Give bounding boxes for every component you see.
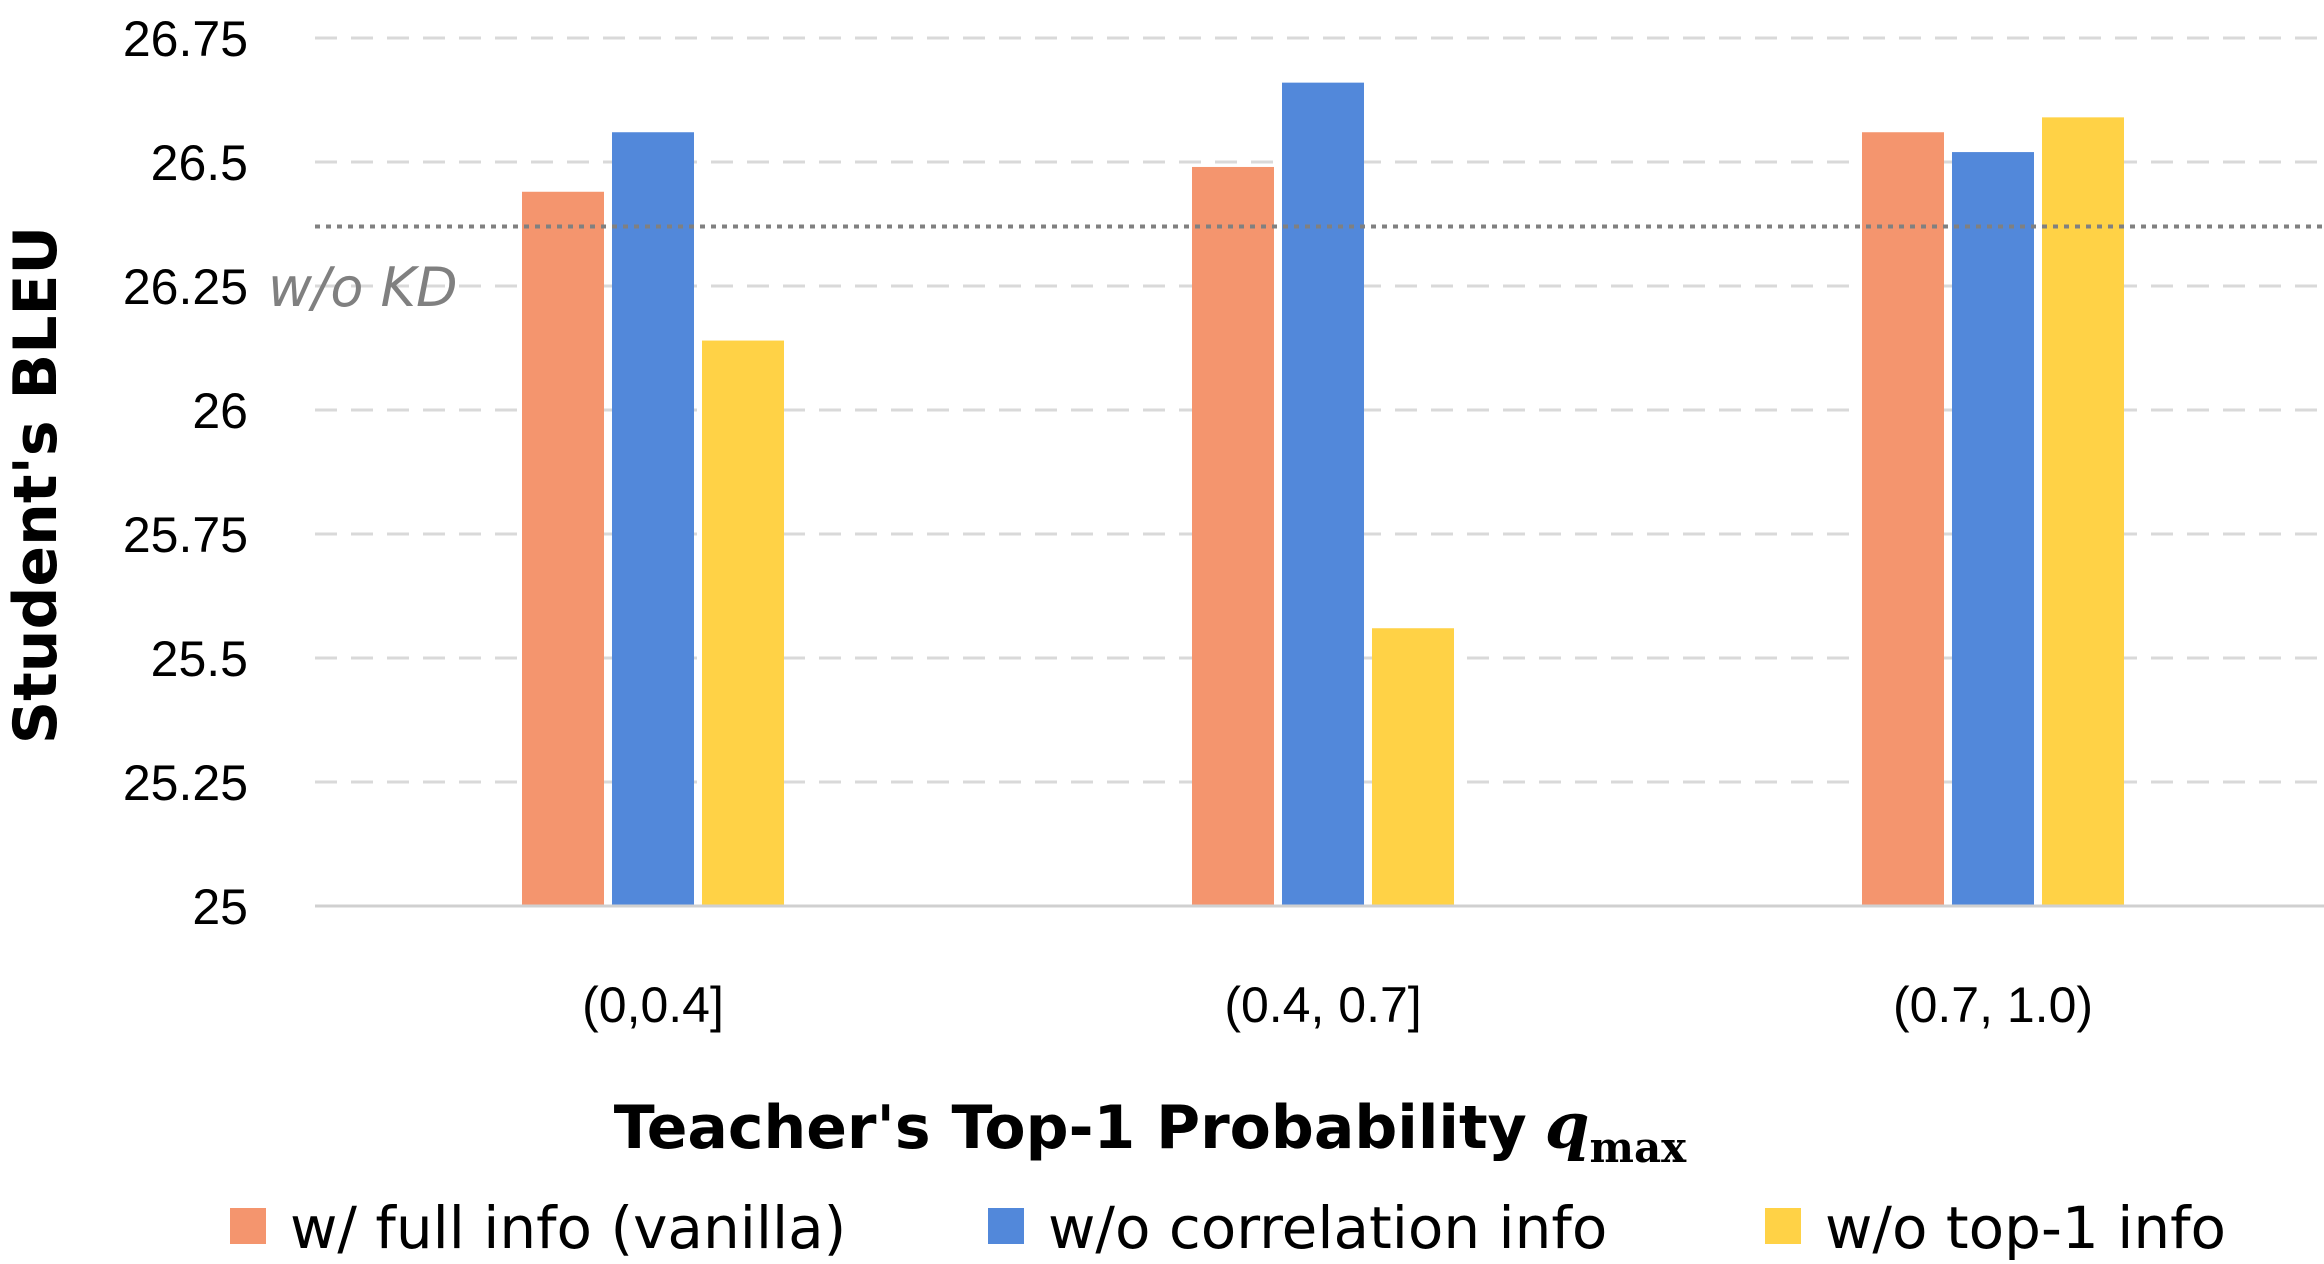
y-tick-label: 26.5	[151, 135, 248, 191]
x-axis-title-text: Teacher's Top-1 Probability	[614, 1093, 1527, 1163]
bar	[1192, 166, 1274, 906]
x-axis-title-math: q	[1545, 1089, 1590, 1164]
bar	[1372, 628, 1454, 906]
x-axis-title: Teacher's Top-1 Probability qmax	[614, 1089, 1687, 1172]
bar	[1952, 152, 2034, 906]
bar	[1282, 82, 1364, 906]
bar	[702, 340, 784, 906]
bars	[522, 82, 2124, 907]
legend-label: w/ full info (vanilla)	[290, 1194, 846, 1262]
bar	[2042, 117, 2124, 907]
x-tick-label: (0,0.4]	[582, 977, 724, 1033]
legend-swatch	[988, 1208, 1024, 1244]
legend-label: w/o top-1 info	[1825, 1194, 2226, 1262]
x-tick-label: (0.4, 0.7]	[1224, 977, 1421, 1033]
y-tick-label: 25.5	[151, 631, 248, 687]
reference-line-group: w/o KD	[268, 224, 2324, 319]
y-axis-title: Student's BLEU	[1, 226, 71, 744]
y-tick-label: 26	[192, 383, 248, 439]
y-tick-label: 26.75	[123, 11, 248, 67]
reference-line-label: w/o KD	[268, 256, 458, 319]
legend-swatch	[230, 1208, 266, 1244]
bar	[1862, 132, 1944, 907]
y-axis-ticks: 25 25.25 25.5 25.75 26 26.25 26.5 26.75	[123, 11, 248, 935]
x-tick-label: (0.7, 1.0)	[1893, 977, 2093, 1033]
x-axis-ticks: (0,0.4] (0.4, 0.7] (0.7, 1.0)	[582, 977, 2093, 1033]
x-axis-title-subscript: max	[1590, 1123, 1688, 1172]
bar	[612, 132, 694, 907]
y-tick-label: 25	[192, 879, 248, 935]
legend-label: w/o correlation info	[1048, 1194, 1607, 1262]
y-tick-label: 25.25	[123, 755, 248, 811]
y-tick-label: 25.75	[123, 507, 248, 563]
legend: w/ full info (vanilla) w/o correlation in…	[230, 1194, 2226, 1262]
legend-swatch	[1765, 1208, 1801, 1244]
bar	[522, 191, 604, 906]
y-tick-label: 26.25	[123, 259, 248, 315]
